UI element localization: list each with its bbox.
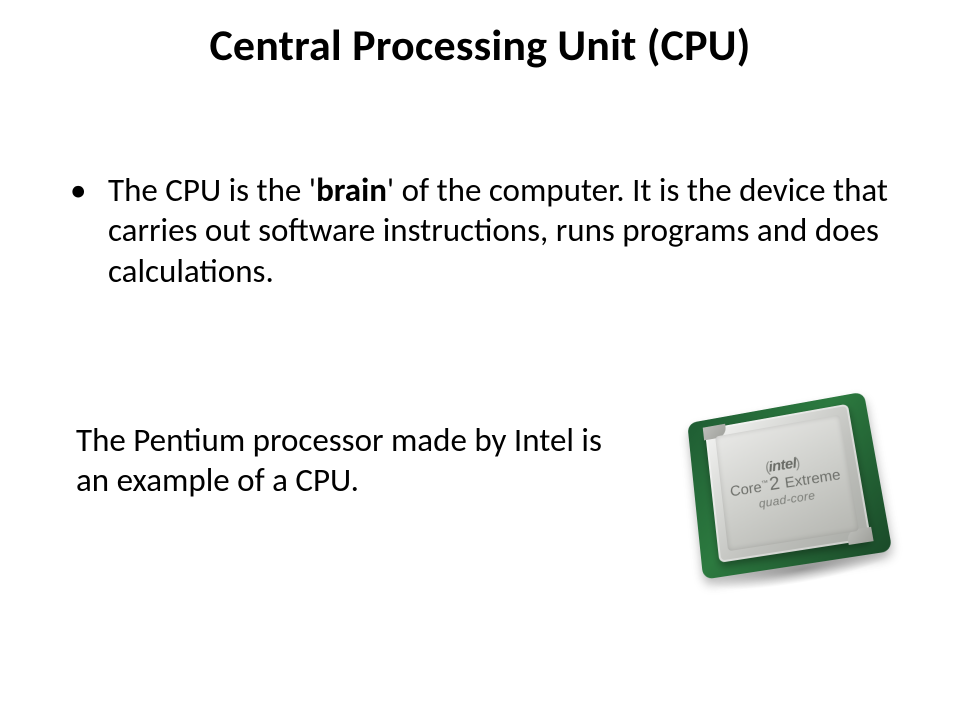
bullet-text-pre: The CPU is the ' [108, 170, 316, 210]
cpu-chip-image: intel Core™2 Extreme quad-core [657, 365, 914, 605]
cpu-tm: ™ [761, 479, 769, 487]
body-block: The CPU is the 'brain' of the computer. … [64, 170, 912, 291]
bullet-list: The CPU is the 'brain' of the computer. … [64, 170, 912, 291]
secondary-text: The Pentium processor made by Intel is a… [76, 420, 626, 501]
bullet-item: The CPU is the 'brain' of the computer. … [100, 170, 912, 291]
bullet-text-bold: brain [316, 170, 387, 210]
slide-title: Central Processing Unit (CPU) [0, 18, 960, 72]
slide: Central Processing Unit (CPU) The CPU is… [0, 0, 960, 720]
cpu-heatspreader: intel Core™2 Extreme quad-core [705, 404, 871, 563]
cpu-ihs-inner: intel Core™2 Extreme quad-core [715, 415, 859, 552]
cpu-label: intel Core™2 Extreme quad-core [716, 415, 859, 551]
cpu-two: 2 [768, 473, 781, 495]
